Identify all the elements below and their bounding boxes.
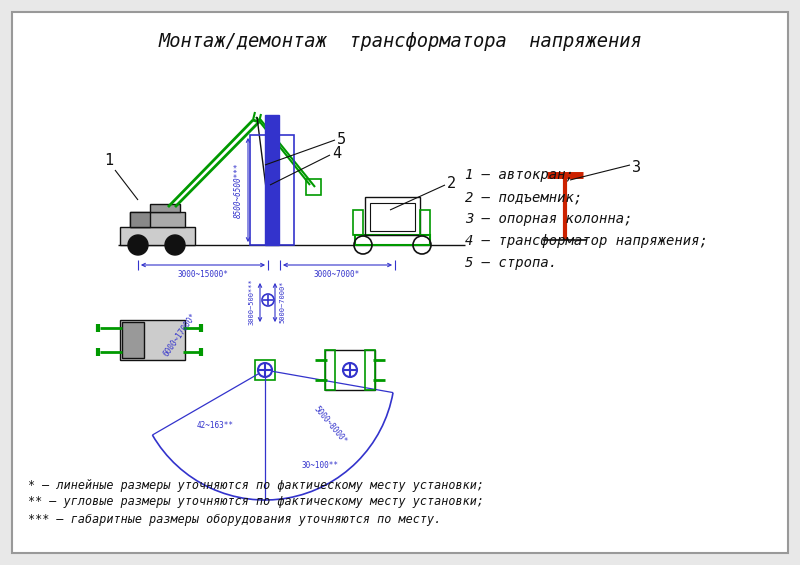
Circle shape <box>128 235 148 255</box>
Bar <box>120 320 185 360</box>
Text: 3000~500***: 3000~500*** <box>249 279 255 325</box>
Text: 3000~15000*: 3000~15000* <box>178 270 229 279</box>
Bar <box>130 212 185 227</box>
Text: 2: 2 <box>447 176 456 192</box>
Bar <box>420 210 430 235</box>
Text: 1 – автокран;: 1 – автокран; <box>465 168 574 182</box>
Text: ** – угловые размеры уточняются по фактическому месту установки;: ** – угловые размеры уточняются по факти… <box>28 496 484 508</box>
Text: 3000~7000*: 3000~7000* <box>314 270 360 279</box>
Bar <box>122 322 144 358</box>
Text: 6000~17000*: 6000~17000* <box>162 311 198 358</box>
Bar <box>325 350 375 390</box>
Text: 42~163**: 42~163** <box>197 420 234 429</box>
Text: 5000~8000*: 5000~8000* <box>312 405 348 446</box>
Text: * – линейные размеры уточняются по фактическому месту установки;: * – линейные размеры уточняются по факти… <box>28 479 484 492</box>
Text: 8500~6500***: 8500~6500*** <box>234 162 243 218</box>
Text: 1: 1 <box>104 153 113 168</box>
Text: 5: 5 <box>337 132 346 146</box>
Text: 4 – трансформатор напряжения;: 4 – трансформатор напряжения; <box>465 234 708 248</box>
Text: 3 – опорная колонна;: 3 – опорная колонна; <box>465 212 633 226</box>
Bar <box>130 212 150 227</box>
Bar <box>365 197 420 235</box>
Circle shape <box>343 363 357 377</box>
Bar <box>306 179 321 195</box>
Text: 30~100**: 30~100** <box>302 460 338 470</box>
Circle shape <box>165 235 185 255</box>
Circle shape <box>258 363 272 377</box>
Bar <box>255 360 275 380</box>
Bar <box>150 204 180 212</box>
Text: Монтаж/демонтаж  трансформатора  напряжения: Монтаж/демонтаж трансформатора напряжени… <box>158 32 642 51</box>
Bar <box>250 135 294 245</box>
Bar <box>365 350 375 390</box>
Text: 5 – стропа.: 5 – стропа. <box>465 256 557 270</box>
Bar <box>120 227 195 245</box>
Bar <box>355 235 430 245</box>
Text: 5000~7000*: 5000~7000* <box>279 281 285 323</box>
Bar <box>353 210 363 235</box>
Bar <box>325 350 335 390</box>
Text: 3: 3 <box>632 159 641 175</box>
Text: 4: 4 <box>332 146 341 162</box>
Text: *** – габаритные размеры оборудования уточняются по месту.: *** – габаритные размеры оборудования ут… <box>28 512 442 525</box>
Text: 2 – подъемник;: 2 – подъемник; <box>465 190 582 204</box>
Circle shape <box>262 294 274 306</box>
Bar <box>370 203 415 231</box>
Bar <box>265 115 279 245</box>
